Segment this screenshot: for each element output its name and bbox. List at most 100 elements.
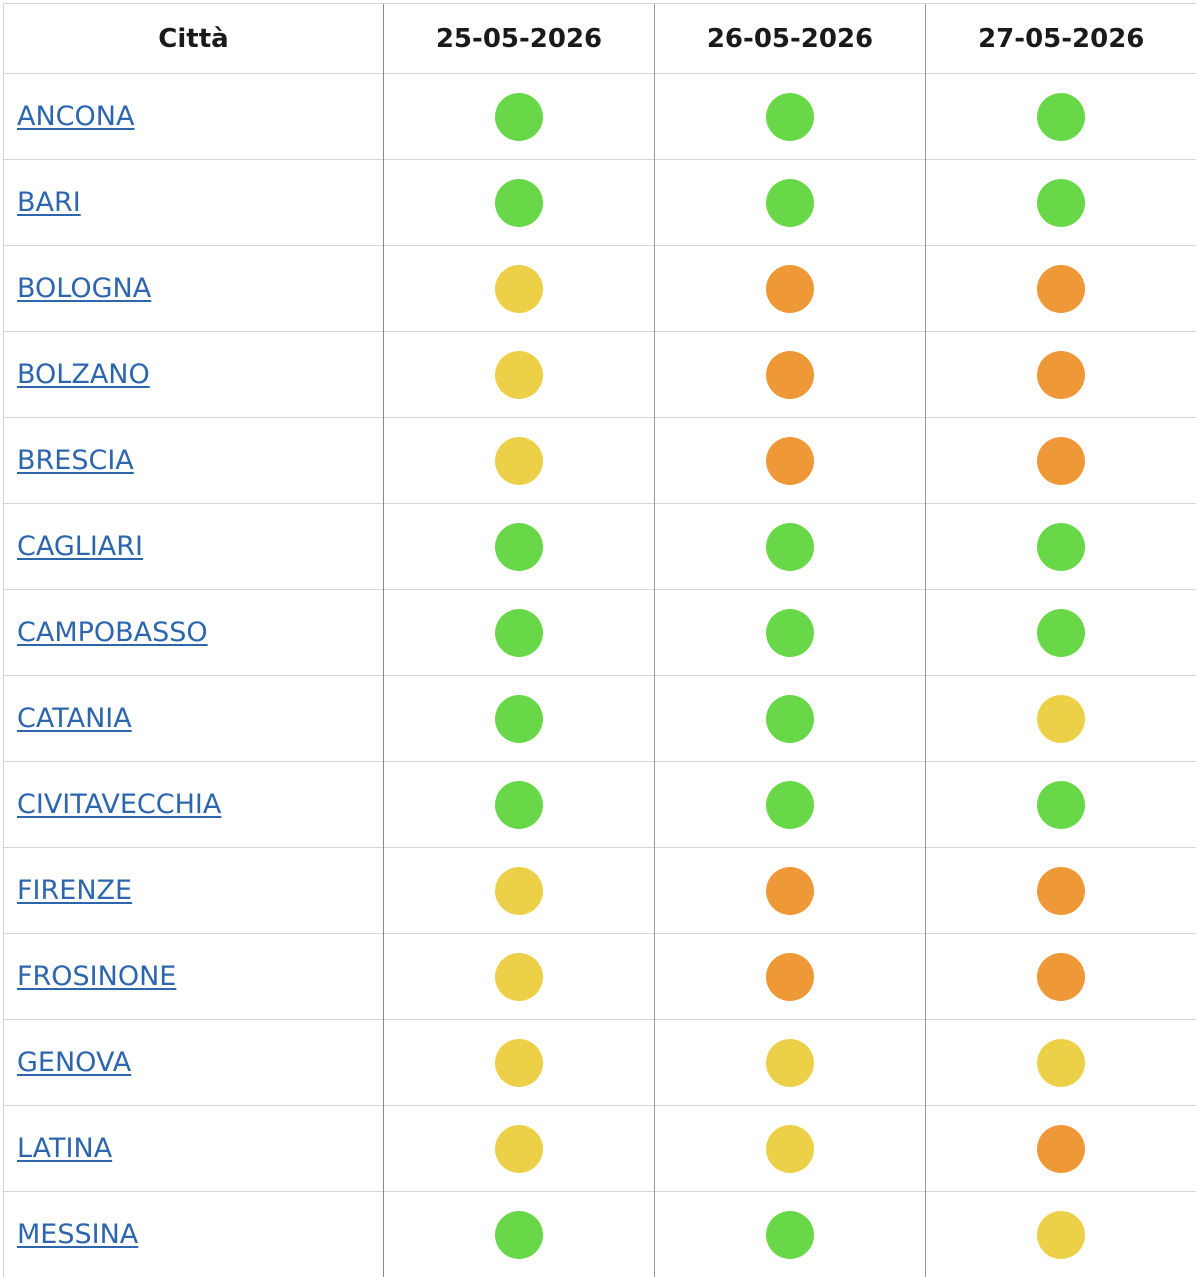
level-cell-day-1 bbox=[384, 1106, 655, 1192]
level-cell-day-3 bbox=[926, 848, 1196, 934]
risk-level-yellow-dot-icon bbox=[495, 351, 543, 399]
risk-level-green-dot-icon bbox=[495, 1211, 543, 1259]
date-column-header-2: 26-05-2026 bbox=[655, 4, 926, 74]
level-cell-day-1 bbox=[384, 246, 655, 332]
city-cell: BARI bbox=[4, 160, 384, 246]
risk-level-orange-dot-icon bbox=[1037, 867, 1085, 915]
risk-level-yellow-dot-icon bbox=[766, 1039, 814, 1087]
city-link[interactable]: LATINA bbox=[17, 1133, 112, 1164]
level-cell-day-2 bbox=[655, 504, 926, 590]
city-link[interactable]: BOLZANO bbox=[17, 359, 150, 390]
risk-level-orange-dot-icon bbox=[766, 867, 814, 915]
risk-level-orange-dot-icon bbox=[1037, 953, 1085, 1001]
city-cell: CAMPOBASSO bbox=[4, 590, 384, 676]
risk-level-green-dot-icon bbox=[1037, 93, 1085, 141]
city-link[interactable]: CIVITAVECCHIA bbox=[17, 789, 221, 820]
level-cell-day-3 bbox=[926, 332, 1196, 418]
risk-level-yellow-dot-icon bbox=[766, 1125, 814, 1173]
risk-level-orange-dot-icon bbox=[766, 953, 814, 1001]
city-cell: MESSINA bbox=[4, 1192, 384, 1277]
table-header-row: Città 25-05-2026 26-05-2026 27-05-2026 bbox=[4, 4, 1196, 74]
risk-level-green-dot-icon bbox=[1037, 609, 1085, 657]
level-cell-day-1 bbox=[384, 74, 655, 160]
risk-level-orange-dot-icon bbox=[766, 265, 814, 313]
city-cell: FROSINONE bbox=[4, 934, 384, 1020]
risk-level-green-dot-icon bbox=[495, 93, 543, 141]
level-cell-day-2 bbox=[655, 74, 926, 160]
level-cell-day-2 bbox=[655, 1192, 926, 1277]
level-cell-day-3 bbox=[926, 504, 1196, 590]
city-cell: FIRENZE bbox=[4, 848, 384, 934]
level-cell-day-2 bbox=[655, 332, 926, 418]
level-cell-day-3 bbox=[926, 590, 1196, 676]
level-cell-day-2 bbox=[655, 1020, 926, 1106]
city-cell: BRESCIA bbox=[4, 418, 384, 504]
level-cell-day-1 bbox=[384, 676, 655, 762]
heat-bulletin-table: Città 25-05-2026 26-05-2026 27-05-2026 A… bbox=[3, 3, 1196, 1277]
level-cell-day-1 bbox=[384, 504, 655, 590]
level-cell-day-3 bbox=[926, 934, 1196, 1020]
city-cell: ANCONA bbox=[4, 74, 384, 160]
level-cell-day-2 bbox=[655, 676, 926, 762]
risk-level-green-dot-icon bbox=[495, 695, 543, 743]
risk-level-yellow-dot-icon bbox=[495, 1039, 543, 1087]
table-row: CIVITAVECCHIA bbox=[4, 762, 1196, 848]
city-link[interactable]: BRESCIA bbox=[17, 445, 134, 476]
city-link[interactable]: CAMPOBASSO bbox=[17, 617, 208, 648]
city-link[interactable]: FROSINONE bbox=[17, 961, 176, 992]
risk-level-orange-dot-icon bbox=[1037, 1125, 1085, 1173]
risk-level-yellow-dot-icon bbox=[495, 867, 543, 915]
risk-level-yellow-dot-icon bbox=[1037, 1211, 1085, 1259]
risk-level-green-dot-icon bbox=[1037, 523, 1085, 571]
level-cell-day-3 bbox=[926, 246, 1196, 332]
level-cell-day-2 bbox=[655, 1106, 926, 1192]
level-cell-day-2 bbox=[655, 762, 926, 848]
table-row: ANCONA bbox=[4, 74, 1196, 160]
risk-level-green-dot-icon bbox=[766, 695, 814, 743]
city-link[interactable]: BARI bbox=[17, 187, 81, 218]
risk-level-yellow-dot-icon bbox=[495, 953, 543, 1001]
risk-level-green-dot-icon bbox=[766, 93, 814, 141]
city-link[interactable]: FIRENZE bbox=[17, 875, 132, 906]
level-cell-day-3 bbox=[926, 676, 1196, 762]
city-cell: CATANIA bbox=[4, 676, 384, 762]
level-cell-day-3 bbox=[926, 1020, 1196, 1106]
table-row: FROSINONE bbox=[4, 934, 1196, 1020]
city-cell: GENOVA bbox=[4, 1020, 384, 1106]
table-row: BRESCIA bbox=[4, 418, 1196, 504]
risk-level-green-dot-icon bbox=[766, 781, 814, 829]
risk-level-orange-dot-icon bbox=[766, 351, 814, 399]
city-cell: BOLOGNA bbox=[4, 246, 384, 332]
table-body: ANCONA BARI BOLOGNA BOLZANO BRESCIA CAGLIARI C… bbox=[4, 74, 1196, 1277]
city-link[interactable]: CAGLIARI bbox=[17, 531, 143, 562]
risk-level-orange-dot-icon bbox=[1037, 437, 1085, 485]
level-cell-day-1 bbox=[384, 332, 655, 418]
risk-level-orange-dot-icon bbox=[1037, 351, 1085, 399]
level-cell-day-1 bbox=[384, 418, 655, 504]
risk-level-green-dot-icon bbox=[495, 609, 543, 657]
level-cell-day-3 bbox=[926, 762, 1196, 848]
level-cell-day-2 bbox=[655, 590, 926, 676]
level-cell-day-3 bbox=[926, 1106, 1196, 1192]
city-link[interactable]: MESSINA bbox=[17, 1219, 138, 1250]
level-cell-day-1 bbox=[384, 848, 655, 934]
risk-level-green-dot-icon bbox=[495, 781, 543, 829]
risk-level-green-dot-icon bbox=[766, 609, 814, 657]
risk-level-yellow-dot-icon bbox=[1037, 695, 1085, 743]
city-link[interactable]: BOLOGNA bbox=[17, 273, 151, 304]
city-column-header: Città bbox=[4, 4, 384, 74]
risk-level-green-dot-icon bbox=[495, 179, 543, 227]
city-link[interactable]: GENOVA bbox=[17, 1047, 131, 1078]
level-cell-day-3 bbox=[926, 418, 1196, 504]
city-link[interactable]: ANCONA bbox=[17, 101, 134, 132]
risk-level-green-dot-icon bbox=[495, 523, 543, 571]
level-cell-day-1 bbox=[384, 762, 655, 848]
level-cell-day-1 bbox=[384, 1192, 655, 1277]
level-cell-day-2 bbox=[655, 246, 926, 332]
city-link[interactable]: CATANIA bbox=[17, 703, 132, 734]
risk-level-orange-dot-icon bbox=[1037, 265, 1085, 313]
risk-level-orange-dot-icon bbox=[766, 437, 814, 485]
risk-level-green-dot-icon bbox=[766, 523, 814, 571]
table-row: BOLZANO bbox=[4, 332, 1196, 418]
level-cell-day-1 bbox=[384, 590, 655, 676]
